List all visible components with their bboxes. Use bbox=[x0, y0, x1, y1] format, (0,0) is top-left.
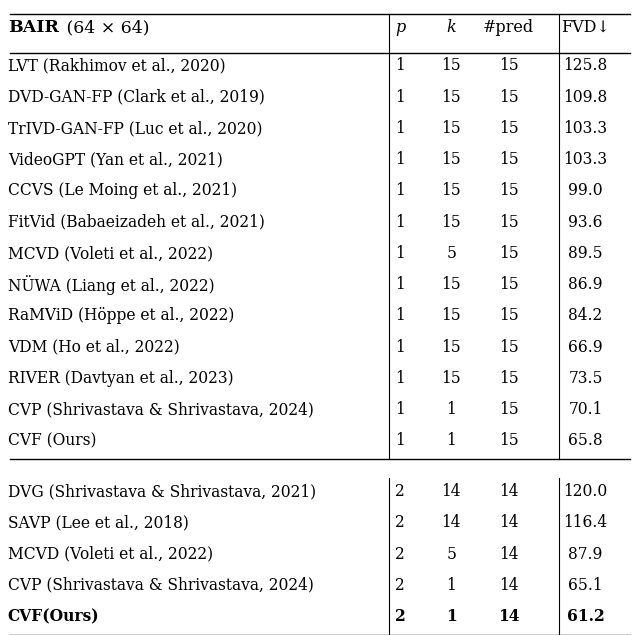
Text: SAVP (Lee et al., 2018): SAVP (Lee et al., 2018) bbox=[8, 514, 189, 531]
Text: FVD↓: FVD↓ bbox=[561, 19, 610, 36]
Text: 14: 14 bbox=[499, 483, 518, 500]
Text: 65.1: 65.1 bbox=[568, 577, 603, 594]
Text: 15: 15 bbox=[442, 151, 461, 168]
Text: 14: 14 bbox=[499, 577, 518, 594]
Text: MCVD (Voleti et al., 2022): MCVD (Voleti et al., 2022) bbox=[8, 545, 213, 563]
Text: DVD-GAN-FP (Clark et al., 2019): DVD-GAN-FP (Clark et al., 2019) bbox=[8, 89, 264, 105]
Text: BAIR: BAIR bbox=[8, 19, 58, 36]
Text: 2: 2 bbox=[395, 483, 405, 500]
Text: 2: 2 bbox=[395, 577, 405, 594]
Text: 15: 15 bbox=[442, 182, 461, 199]
Text: RaMViD (Höppe et al., 2022): RaMViD (Höppe et al., 2022) bbox=[8, 307, 234, 324]
Text: 70.1: 70.1 bbox=[568, 401, 603, 418]
Text: k: k bbox=[446, 19, 456, 36]
Text: 15: 15 bbox=[499, 432, 518, 450]
Text: 1: 1 bbox=[446, 608, 456, 625]
Text: 1: 1 bbox=[395, 57, 405, 74]
Text: 1: 1 bbox=[395, 182, 405, 199]
Text: 15: 15 bbox=[442, 338, 461, 356]
Text: 14: 14 bbox=[442, 483, 461, 500]
Text: 1: 1 bbox=[395, 151, 405, 168]
Text: 86.9: 86.9 bbox=[568, 276, 603, 293]
Text: 87.9: 87.9 bbox=[568, 545, 603, 563]
Text: 93.6: 93.6 bbox=[568, 213, 603, 231]
Text: 1: 1 bbox=[395, 370, 405, 387]
Text: 1: 1 bbox=[395, 401, 405, 418]
Text: VideoGPT (Yan et al., 2021): VideoGPT (Yan et al., 2021) bbox=[8, 151, 223, 168]
Text: 15: 15 bbox=[499, 245, 518, 262]
Text: 15: 15 bbox=[499, 338, 518, 356]
Text: 14: 14 bbox=[499, 514, 518, 531]
Text: CVF(Ours): CVF(Ours) bbox=[8, 608, 99, 625]
Text: 1: 1 bbox=[395, 432, 405, 450]
Text: 15: 15 bbox=[499, 182, 518, 199]
Text: 2: 2 bbox=[395, 545, 405, 563]
Text: 1: 1 bbox=[395, 245, 405, 262]
Text: 15: 15 bbox=[442, 120, 461, 137]
Text: 103.3: 103.3 bbox=[564, 120, 607, 137]
Text: 15: 15 bbox=[499, 370, 518, 387]
Text: 1: 1 bbox=[395, 307, 405, 324]
Text: TrIVD-GAN-FP (Luc et al., 2020): TrIVD-GAN-FP (Luc et al., 2020) bbox=[8, 120, 262, 137]
Text: VDM (Ho et al., 2022): VDM (Ho et al., 2022) bbox=[8, 338, 179, 356]
Text: 15: 15 bbox=[499, 120, 518, 137]
Text: 103.3: 103.3 bbox=[564, 151, 607, 168]
Text: LVT (Rakhimov et al., 2020): LVT (Rakhimov et al., 2020) bbox=[8, 57, 225, 74]
Text: DVG (Shrivastava & Shrivastava, 2021): DVG (Shrivastava & Shrivastava, 2021) bbox=[8, 483, 316, 500]
Text: 65.8: 65.8 bbox=[568, 432, 603, 450]
Text: 15: 15 bbox=[499, 89, 518, 105]
Text: 14: 14 bbox=[442, 514, 461, 531]
Text: 99.0: 99.0 bbox=[568, 182, 603, 199]
Text: 84.2: 84.2 bbox=[568, 307, 603, 324]
Text: 120.0: 120.0 bbox=[563, 483, 608, 500]
Text: FitVid (Babaeizadeh et al., 2021): FitVid (Babaeizadeh et al., 2021) bbox=[8, 213, 264, 231]
Text: 15: 15 bbox=[442, 276, 461, 293]
Text: 2: 2 bbox=[395, 608, 405, 625]
Text: 15: 15 bbox=[442, 307, 461, 324]
Text: 73.5: 73.5 bbox=[568, 370, 603, 387]
Text: 5: 5 bbox=[446, 545, 456, 563]
Text: 15: 15 bbox=[499, 213, 518, 231]
Text: CVP (Shrivastava & Shrivastava, 2024): CVP (Shrivastava & Shrivastava, 2024) bbox=[8, 401, 314, 418]
Text: 109.8: 109.8 bbox=[563, 89, 608, 105]
Text: 15: 15 bbox=[499, 307, 518, 324]
Text: 15: 15 bbox=[499, 57, 518, 74]
Text: 14: 14 bbox=[498, 608, 520, 625]
Text: 1: 1 bbox=[395, 213, 405, 231]
Text: 1: 1 bbox=[446, 432, 456, 450]
Text: 61.2: 61.2 bbox=[567, 608, 604, 625]
Text: CCVS (Le Moing et al., 2021): CCVS (Le Moing et al., 2021) bbox=[8, 182, 237, 199]
Text: 1: 1 bbox=[395, 120, 405, 137]
Text: 15: 15 bbox=[442, 370, 461, 387]
Text: p: p bbox=[395, 19, 405, 36]
Text: 66.9: 66.9 bbox=[568, 338, 603, 356]
Text: (64 × 64): (64 × 64) bbox=[61, 19, 149, 36]
Text: CVP (Shrivastava & Shrivastava, 2024): CVP (Shrivastava & Shrivastava, 2024) bbox=[8, 577, 314, 594]
Text: 5: 5 bbox=[446, 245, 456, 262]
Text: CVF (Ours): CVF (Ours) bbox=[8, 432, 96, 450]
Text: 116.4: 116.4 bbox=[564, 514, 607, 531]
Text: 15: 15 bbox=[499, 151, 518, 168]
Text: 15: 15 bbox=[442, 213, 461, 231]
Text: MCVD (Voleti et al., 2022): MCVD (Voleti et al., 2022) bbox=[8, 245, 213, 262]
Text: 15: 15 bbox=[442, 89, 461, 105]
Text: 1: 1 bbox=[446, 577, 456, 594]
Text: 1: 1 bbox=[446, 401, 456, 418]
Text: 15: 15 bbox=[442, 57, 461, 74]
Text: 89.5: 89.5 bbox=[568, 245, 603, 262]
Text: RIVER (Davtyan et al., 2023): RIVER (Davtyan et al., 2023) bbox=[8, 370, 234, 387]
Text: 14: 14 bbox=[499, 545, 518, 563]
Text: 1: 1 bbox=[395, 276, 405, 293]
Text: 125.8: 125.8 bbox=[563, 57, 608, 74]
Text: 15: 15 bbox=[499, 401, 518, 418]
Text: 2: 2 bbox=[395, 514, 405, 531]
Text: NÜWA (Liang et al., 2022): NÜWA (Liang et al., 2022) bbox=[8, 275, 214, 295]
Text: 1: 1 bbox=[395, 338, 405, 356]
Text: #pred: #pred bbox=[483, 19, 534, 36]
Text: 15: 15 bbox=[499, 276, 518, 293]
Text: 1: 1 bbox=[395, 89, 405, 105]
